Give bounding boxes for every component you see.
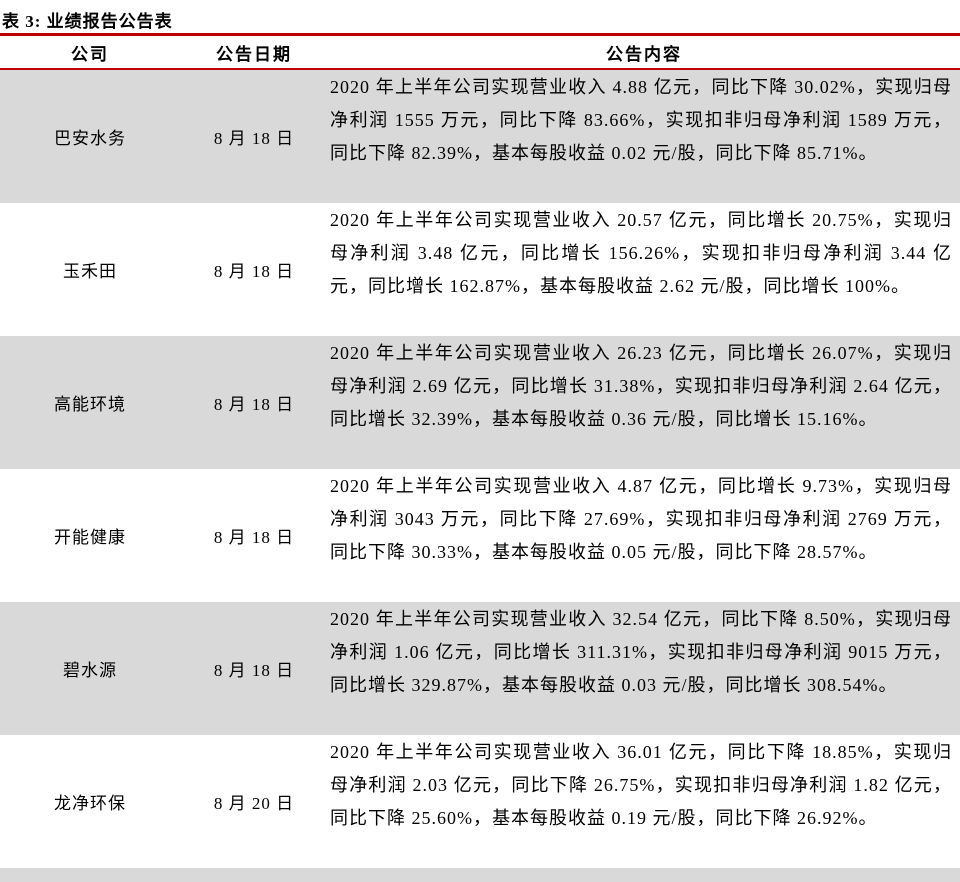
date-cell: 8 月 18 日 (213, 661, 295, 680)
company-cell: 碧水源 (63, 661, 117, 680)
header-date: 公告日期 (216, 44, 292, 64)
company-cell: 玉禾田 (63, 262, 117, 281)
company-cell: 开能健康 (54, 528, 126, 547)
table-row: 巴安水务 8 月 18 日 2020 年上半年公司实现营业收入 4.88 亿元，同比… (0, 70, 960, 203)
table-row: 玉禾田 8 月 18 日 2020 年上半年公司实现营业收入 20.57 亿元，同比… (0, 203, 960, 336)
content-cell: 2020 年上半年公司实现营业收入 26.23 亿元，同比增长 26.07%，实… (330, 343, 952, 429)
date-cell: 8 月 18 日 (213, 129, 295, 148)
table-row: 高能环境 8 月 18 日 2020 年上半年公司实现营业收入 26.23 亿元，同… (0, 336, 960, 469)
table-row: 龙净环保 8 月 20 日 2020 年上半年公司实现营业收入 36.01 亿元，同… (0, 735, 960, 868)
table-body: 巴安水务 8 月 18 日 2020 年上半年公司实现营业收入 4.88 亿元，同比… (0, 70, 960, 868)
content-cell: 2020 年上半年公司实现营业收入 32.54 亿元，同比下降 8.50%，实现… (330, 609, 952, 695)
header-content: 公告内容 (606, 44, 682, 64)
table-row: 开能健康 8 月 18 日 2020 年上半年公司实现营业收入 4.87 亿元，同比… (0, 469, 960, 602)
table-row: 碧水源 8 月 18 日 2020 年上半年公司实现营业收入 32.54 亿元，同比… (0, 602, 960, 735)
company-cell: 巴安水务 (54, 129, 126, 148)
date-cell: 8 月 18 日 (213, 395, 295, 414)
content-cell: 2020 年上半年公司实现营业收入 36.01 亿元，同比下降 18.85%，实… (330, 742, 952, 828)
table-title: 表 3: 业绩报告公告表 (2, 12, 173, 31)
table-header-row: 公司 公告日期 公告内容 (0, 36, 960, 68)
header-company: 公司 (71, 44, 109, 64)
content-cell: 2020 年上半年公司实现营业收入 20.57 亿元，同比增长 20.75%，实… (330, 210, 952, 296)
company-cell: 龙净环保 (54, 794, 126, 813)
content-cell: 2020 年上半年公司实现营业收入 4.88 亿元，同比下降 30.02%，实现… (330, 77, 952, 163)
company-cell: 高能环境 (54, 395, 126, 414)
title-divider-line (0, 33, 960, 36)
date-cell: 8 月 20 日 (213, 794, 295, 813)
table-row-partial (0, 868, 960, 882)
date-cell: 8 月 18 日 (213, 528, 295, 547)
header-divider-line (0, 68, 960, 70)
content-cell: 2020 年上半年公司实现营业收入 4.87 亿元，同比增长 9.73%，实现归… (330, 476, 952, 562)
date-cell: 8 月 18 日 (213, 262, 295, 281)
